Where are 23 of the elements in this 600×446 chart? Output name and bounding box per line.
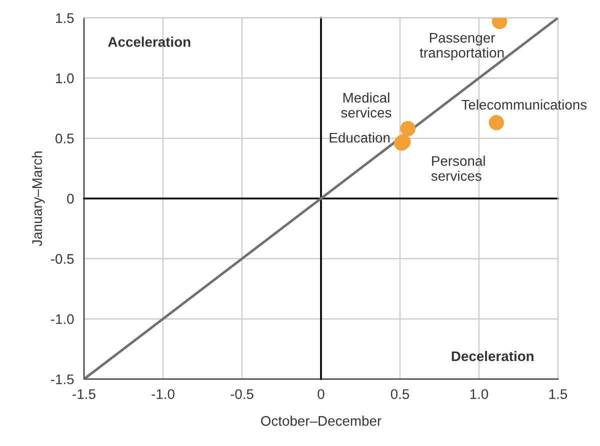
annotation: Acceleration — [108, 36, 190, 47]
y-tick-label: -0.5 — [50, 254, 74, 264]
annotation: Medical services — [341, 92, 392, 118]
y-tick-label: 1.0 — [56, 73, 74, 84]
y-tick-label: 1.5 — [56, 13, 74, 24]
x-tick-label: 1.0 — [470, 389, 488, 400]
x-tick-label: 0.5 — [390, 389, 410, 400]
x-tick-label: 0 — [318, 389, 324, 400]
x-axis-title: October–December — [261, 416, 382, 426]
y-tick-label: -1.5 — [50, 374, 74, 384]
annotation: Education — [330, 132, 390, 143]
x-tick-label: -1.0 — [152, 389, 174, 400]
y-axis-title: January–March — [32, 152, 45, 246]
annotation: Telecommunications — [462, 99, 587, 110]
y-tick-label: 0 — [67, 194, 74, 204]
annotation: Passenger transportation — [420, 33, 504, 60]
x-tick-label: -1.5 — [72, 389, 96, 400]
y-tick-label: 0.5 — [56, 134, 74, 144]
y-tick-label: -1.0 — [50, 314, 74, 324]
x-tick-label: 1.5 — [549, 389, 568, 400]
annotation: Deceleration — [452, 350, 534, 362]
x-tick-label: -0.5 — [230, 389, 254, 400]
annotation: Personal services — [431, 156, 485, 181]
